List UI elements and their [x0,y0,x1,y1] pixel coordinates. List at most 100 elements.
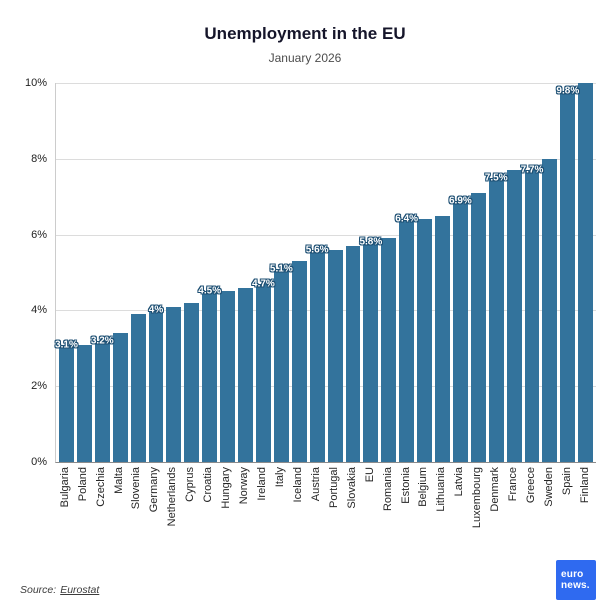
x-axis-label-cell: Ireland [255,467,270,573]
bar-value-label: 9.8% [556,85,580,97]
x-axis-label: Germany [148,467,161,513]
x-axis-label-cell: Netherlands [166,467,181,573]
bar-value-label: 4% [148,304,164,316]
chart-title: Unemployment in the EU [204,24,406,43]
bar-denmark: 7.5% [485,172,508,462]
gridline [56,234,596,236]
x-axis-label-cell: Iceland [291,467,306,573]
x-axis-label: Croatia [202,467,215,503]
bar-slovenia [130,314,146,462]
y-axis-tick-label: 10% [24,77,47,89]
bar-lithuania [435,215,450,462]
x-axis-label: Slovakia [345,467,358,509]
bar-finland [578,83,594,462]
y-axis-tick-label: 2% [31,380,47,393]
x-axis-label: Poland [76,467,89,502]
source-prefix: Source: [20,584,57,596]
bar-value-label: 4.5% [198,285,222,297]
source-link[interactable]: Eurostat [60,584,100,596]
bar-slovakia [345,245,361,462]
bar-sweden [542,158,558,462]
x-axis-label-cell: Malta [112,467,127,573]
bar-value-label: 6.4% [395,213,419,225]
y-axis-tick-label: 8% [31,152,47,165]
bar-netherlands [166,306,182,462]
bar-value-label: 3.1% [55,339,78,351]
bar-value-label: 5.6% [305,244,329,256]
euronews-logo: euro news. [556,560,596,600]
bar-iceland [291,261,307,462]
bar-value-label: 7.5% [484,172,508,184]
bar-value-label: 4.7% [252,278,275,290]
grid-layer: 0% 2% 4% 6% 8% 10% [25,77,596,468]
bar-france [506,170,522,462]
bar-poland [76,344,92,462]
bar-estonia: 6.4% [395,214,418,462]
gridline [56,83,596,84]
gridline [56,310,596,312]
bar-latvia: 6.9% [449,195,472,462]
bar-eu: 5.8% [359,237,382,462]
x-axis-label-cell: Finland [578,467,593,573]
x-axis-label: Austria [309,467,322,502]
bar-value-label: 5.8% [359,236,383,248]
x-axis-label-cell: Italy [273,467,288,573]
x-axis-label: Italy [273,467,286,488]
logo-line1: euro [561,569,584,580]
x-axis-label-cell: Austria [309,467,324,573]
x-axis-label: EU [363,467,376,483]
bar-italy: 5.1% [270,263,293,462]
bar-value-label: 7.7% [520,164,544,176]
x-axis-label: Denmark [489,467,502,512]
x-axis-label: Luxembourg [471,467,484,529]
x-axis-labels: Bulgaria Poland Czechia Malta Slovenia German… [55,467,596,573]
bar-value-label: 6.9% [448,195,472,206]
gridline [56,386,596,388]
bar-austria: 5.6% [306,244,329,462]
y-axis-tick-label: 6% [31,228,47,241]
x-axis-label-cell: Latvia [453,467,468,573]
x-axis-label: Netherlands [166,467,179,527]
bar-luxembourg [470,192,486,462]
x-axis-label: Romania [381,467,394,512]
bar-czechia: 3.2% [91,335,114,462]
x-axis-label: Finland [578,467,591,504]
x-axis-label-cell: Czechia [94,467,109,573]
x-axis-label: Lithuania [435,467,448,512]
x-axis-label-cell: Denmark [489,467,504,573]
bar-greece: 7.7% [521,165,543,462]
x-axis-label: Spain [560,467,573,496]
x-axis-label-cell: EU [363,467,378,573]
x-axis-label-cell: Portugal [327,467,342,573]
bar-romania [381,238,397,462]
bar-value-label: 3.2% [90,335,114,347]
x-axis-label: Sweden [543,467,555,507]
x-axis-label-cell: Poland [76,467,91,573]
bar-spain: 9.8% [556,85,579,462]
x-axis-label: Latvia [453,467,466,497]
x-axis-label-cell: Hungary [219,467,234,573]
x-axis-label: Belgium [417,467,430,507]
chart-subtitle: January 2026 [268,51,342,65]
x-axis-label-cell: Bulgaria [58,467,73,573]
bar-ireland: 4.7% [252,278,275,462]
x-axis-label: Malta [112,467,125,494]
logo-line2: news. [561,580,590,591]
source-note: Source: Eurostat [20,584,99,596]
bar-belgium [417,219,433,462]
x-axis-label-cell: Croatia [202,467,217,573]
x-axis-label-cell: Spain [560,467,575,573]
x-axis-label-cell: Germany [148,467,163,573]
x-axis-label: Portugal [327,467,340,508]
x-axis-label: Ireland [256,467,268,501]
x-axis-label-cell: Greece [524,467,539,573]
bar-cyprus [184,302,200,462]
x-axis-label-cell: Slovakia [345,467,360,573]
bar-croatia: 4.5% [198,286,221,462]
x-axis-label-cell: Cyprus [184,467,199,573]
bar-norway [238,287,253,462]
plot-area: 0% 2% 4% 6% 8% 10% 3.1% 3.2% 4% 4.5% 4.7% 5.1% 5.6%… [25,77,596,468]
bar-portugal [327,249,343,462]
x-axis-label-cell: Estonia [399,467,414,573]
y-axis-tick-label: 0% [31,456,47,468]
